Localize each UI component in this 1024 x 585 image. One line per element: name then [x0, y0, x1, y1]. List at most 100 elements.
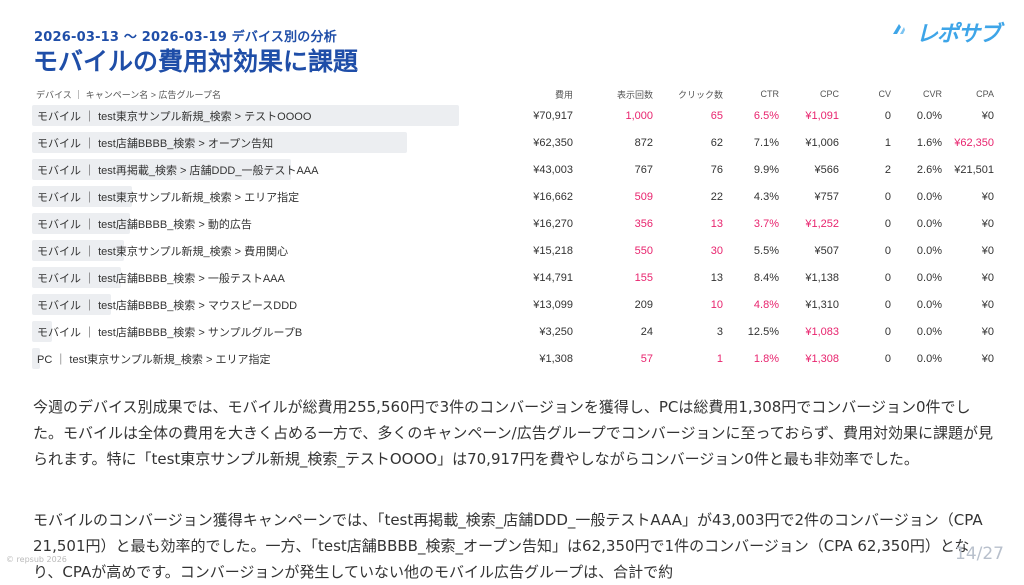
row-name: モバイル ｜ test店舗BBBB_検索 > 一般テストAAA: [37, 272, 285, 285]
metric-cell: 0: [884, 325, 891, 338]
metric-cell: ¥1,006: [805, 136, 839, 149]
row-name: モバイル ｜ test店舗BBBB_検索 > オープン告知: [37, 137, 274, 150]
metric-cell: 62: [710, 136, 723, 149]
metric-cell: ¥507: [814, 244, 839, 257]
row-name: モバイル ｜ test再掲載_検索 > 店舗DDD_一般テストAAA: [37, 164, 319, 177]
metric-cell: 12.5%: [747, 325, 779, 338]
metric-cell: ¥16,662: [533, 190, 573, 203]
metric-cell: ¥1,308: [805, 352, 839, 365]
metric-cell: 0: [884, 217, 891, 230]
column-header: クリック数: [677, 89, 723, 100]
metric-cell: ¥0: [981, 244, 994, 257]
metric-cell: 1: [884, 136, 891, 149]
metric-cell: 872: [634, 136, 653, 149]
metric-cell: 767: [634, 163, 653, 176]
row-name-cell: モバイル ｜ test再掲載_検索 > 店舗DDD_一般テストAAA: [32, 156, 526, 183]
metric-cell: 0: [884, 352, 891, 365]
metric-cell: 0.0%: [916, 271, 942, 284]
metric-cell: 0.0%: [916, 217, 942, 230]
metric-cell: ¥1,308: [539, 352, 573, 365]
metric-cell: 1.6%: [916, 136, 942, 149]
metric-cell: ¥1,138: [805, 271, 839, 284]
metric-cell: 76: [710, 163, 723, 176]
table-row: モバイル ｜ test東京サンプル新規_検索 > テストOOOO ¥70,917 1…: [32, 102, 1000, 129]
table-row: PC ｜ test東京サンプル新規_検索 > エリア指定 ¥1,308 57 1 1.8…: [32, 345, 1000, 372]
row-name: モバイル ｜ test東京サンプル新規_検索 > 費用関心: [37, 245, 289, 258]
metric-cell: 0.0%: [916, 190, 942, 203]
metric-cell: ¥0: [981, 109, 994, 122]
metric-cell: ¥21,501: [954, 163, 994, 176]
metric-cell: 3.7%: [753, 217, 779, 230]
metric-cell: 2: [884, 163, 891, 176]
metric-cell: ¥1,083: [805, 325, 839, 338]
row-name-cell: モバイル ｜ test店舗BBBB_検索 > オープン告知: [32, 129, 526, 156]
metric-cell: 1: [716, 352, 723, 365]
cost-bar: [32, 213, 130, 234]
metric-cell: ¥62,350: [954, 136, 994, 149]
table-row: モバイル ｜ test店舗BBBB_検索 > 一般テストAAA ¥14,791 15…: [32, 264, 1000, 291]
metric-cell: 0: [884, 244, 891, 257]
metric-cell: 0.0%: [916, 298, 942, 311]
metric-cell: 7.1%: [753, 136, 779, 149]
logo-mark-icon: [893, 24, 905, 34]
metric-cell: 13: [710, 217, 723, 230]
cost-bar: [32, 294, 111, 315]
column-header: 費用: [554, 89, 573, 100]
metric-cell: 65: [710, 109, 723, 122]
campaign-table: デバイス ｜ キャンペーン名 > 広告グループ名 費用 表示回数 クリック数 C…: [32, 86, 1000, 372]
row-name-cell: モバイル ｜ test東京サンプル新規_検索 > テストOOOO: [32, 102, 526, 129]
column-header: CPA: [976, 89, 994, 99]
metric-cell: 356: [634, 217, 653, 230]
metric-cell: ¥0: [981, 217, 994, 230]
row-name: モバイル ｜ test店舗BBBB_検索 > サンプルグループB: [37, 326, 303, 339]
metric-cell: 6.5%: [753, 109, 779, 122]
metric-cell: ¥1,252: [805, 217, 839, 230]
metric-cell: 57: [640, 352, 653, 365]
table-row: モバイル ｜ test東京サンプル新規_検索 > 費用関心 ¥15,218 550 3…: [32, 237, 1000, 264]
metric-cell: ¥16,270: [533, 217, 573, 230]
cost-bar: [32, 321, 52, 342]
column-header: CVR: [922, 89, 942, 99]
metric-cell: 9.9%: [753, 163, 779, 176]
metric-cell: 0.0%: [916, 244, 942, 257]
metric-cell: 0: [884, 109, 891, 122]
metric-cell: 0: [884, 190, 891, 203]
summary-paragraph: 今週のデバイス別成果では、モバイルが総費用255,560円で3件のコンバージョン…: [33, 398, 993, 468]
metric-cell: ¥70,917: [533, 109, 573, 122]
cost-bar: [32, 240, 124, 261]
metric-cell: 0.0%: [916, 109, 942, 122]
cost-bar: [32, 348, 40, 369]
metric-cell: 3: [716, 325, 723, 338]
cost-bar: [32, 267, 121, 288]
metric-cell: 4.3%: [753, 190, 779, 203]
table-row: モバイル ｜ test店舗BBBB_検索 > サンプルグループB ¥3,250 24…: [32, 318, 1000, 345]
metric-cell: ¥0: [981, 298, 994, 311]
metric-cell: 4.8%: [753, 298, 779, 311]
table-row: モバイル ｜ test店舗BBBB_検索 > オープン告知 ¥62,350 872 6…: [32, 129, 1000, 156]
metric-cell: 209: [634, 298, 653, 311]
page-number: 14/27: [955, 544, 1004, 564]
report-period-subtitle: 2026-03-13 ～ 2026-03-19 デバイス別の分析: [34, 30, 337, 45]
row-name-cell: PC ｜ test東京サンプル新規_検索 > エリア指定: [32, 345, 526, 372]
column-header: CTR: [760, 89, 780, 99]
metric-cell: ¥0: [981, 271, 994, 284]
metric-cell: 8.4%: [753, 271, 779, 284]
metric-cell: ¥1,310: [805, 298, 839, 311]
metric-cell: ¥0: [981, 352, 994, 365]
cost-bar: [32, 132, 407, 153]
row-name-cell: モバイル ｜ test店舗BBBB_検索 > サンプルグループB: [32, 318, 526, 345]
metric-cell: ¥0: [981, 325, 994, 338]
table-header-row: デバイス ｜ キャンペーン名 > 広告グループ名 費用 表示回数 クリック数 C…: [32, 86, 1000, 102]
metric-cell: 13: [710, 271, 723, 284]
column-header: デバイス ｜ キャンペーン名 > 広告グループ名: [36, 89, 221, 100]
metric-cell: 24: [640, 325, 653, 338]
metric-cell: ¥43,003: [533, 163, 573, 176]
row-name: PC ｜ test東京サンプル新規_検索 > エリア指定: [37, 353, 271, 366]
row-name-cell: モバイル ｜ test東京サンプル新規_検索 > エリア指定: [32, 183, 526, 210]
page-title: モバイルの費用対効果に課題: [33, 47, 359, 76]
row-name-cell: モバイル ｜ test店舗BBBB_検索 > マウスピースDDD: [32, 291, 526, 318]
row-name: モバイル ｜ test東京サンプル新規_検索 > エリア指定: [37, 191, 300, 204]
metric-cell: 5.5%: [753, 244, 779, 257]
metric-cell: ¥62,350: [533, 136, 573, 149]
column-header: CV: [878, 89, 891, 99]
